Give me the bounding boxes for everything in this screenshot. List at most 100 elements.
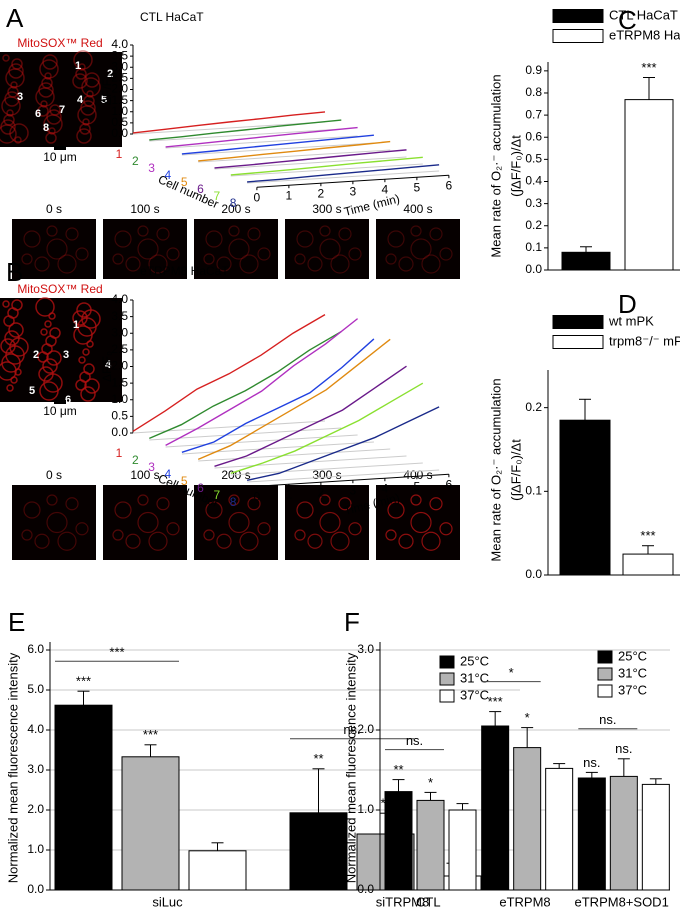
cell-signal bbox=[81, 309, 101, 329]
frame-signal bbox=[319, 238, 341, 260]
y-tick-label: 3.5 bbox=[111, 309, 128, 323]
cell-label: 8 bbox=[25, 422, 31, 434]
frame-signal bbox=[34, 256, 50, 272]
frame-signal bbox=[319, 225, 331, 237]
y-tick-label: 3.5 bbox=[111, 48, 128, 62]
floor-line bbox=[247, 469, 440, 483]
y-tick-label: 3.0 bbox=[111, 59, 128, 73]
frame-signal bbox=[410, 494, 422, 506]
frame-signal bbox=[429, 497, 443, 511]
bar bbox=[609, 775, 638, 891]
cell-signal bbox=[49, 104, 61, 116]
cell-signal bbox=[80, 100, 96, 116]
legend-label: 37°C bbox=[618, 682, 647, 697]
frame-signal bbox=[429, 227, 443, 241]
frame-signal bbox=[112, 529, 124, 541]
frame-signal bbox=[410, 238, 432, 260]
legend-label: CTL HaCaT bbox=[609, 7, 678, 22]
frame-signal bbox=[57, 254, 77, 274]
cell-signal bbox=[46, 109, 62, 125]
scale-bar bbox=[54, 400, 66, 404]
frame-signal bbox=[228, 494, 240, 506]
cell-signal bbox=[84, 72, 100, 88]
y-tick-label: 0.3 bbox=[525, 196, 542, 210]
y-tick-label: 0.0 bbox=[357, 882, 374, 896]
frame-label: 300 s bbox=[312, 202, 341, 216]
y-axis-label: Mean rate of O₂·⁻ accumulation bbox=[488, 74, 503, 257]
frame-label: 200 s bbox=[221, 202, 250, 216]
x-tick-label: 4 bbox=[382, 182, 389, 196]
frame bbox=[12, 219, 96, 279]
frame-signal bbox=[203, 529, 215, 541]
frame-signal bbox=[137, 511, 159, 534]
cell-signal bbox=[6, 384, 14, 392]
frame-signal bbox=[46, 511, 68, 534]
bar bbox=[384, 791, 413, 891]
cell-signal bbox=[8, 322, 24, 338]
cell-signal bbox=[44, 320, 52, 328]
trace bbox=[149, 119, 342, 141]
cell-signal bbox=[11, 58, 23, 70]
y-axis-label: Normalized mean fluorescence intensity bbox=[343, 652, 358, 883]
frame-signal bbox=[23, 501, 41, 519]
floor-line bbox=[230, 462, 423, 476]
frame-signal bbox=[307, 533, 323, 549]
cell-number: 6 bbox=[197, 182, 204, 196]
floor-line bbox=[132, 121, 326, 135]
y-tick-label: 3.0 bbox=[111, 325, 128, 339]
y-tick-label: 1.0 bbox=[111, 392, 128, 406]
legend-label: trpm8⁻/⁻ mPK bbox=[609, 333, 680, 348]
floor-line bbox=[247, 170, 440, 184]
frame bbox=[194, 219, 278, 279]
floor-line bbox=[198, 149, 391, 163]
frame-signal bbox=[348, 522, 362, 536]
cell-number: 7 bbox=[213, 488, 220, 502]
significance: *** bbox=[76, 674, 91, 689]
significance: ** bbox=[313, 751, 323, 766]
frame-signal bbox=[156, 497, 170, 511]
cell-label: 1 bbox=[73, 319, 79, 331]
cell-label: 1 bbox=[75, 60, 81, 72]
x-tick-label: eTRPM8+SOD1 bbox=[575, 894, 669, 909]
frame-signal bbox=[148, 254, 168, 274]
bar bbox=[577, 777, 606, 891]
panel-letter: D bbox=[618, 289, 637, 319]
bar bbox=[289, 812, 348, 891]
cell-label: 2 bbox=[33, 349, 39, 361]
cell-signal bbox=[81, 77, 101, 97]
legend-swatch bbox=[439, 655, 455, 669]
panel-letter: C bbox=[618, 5, 637, 35]
significance: * bbox=[525, 710, 530, 725]
cell-signal bbox=[76, 128, 92, 144]
x-tick-label: siTRPM8 bbox=[376, 894, 429, 909]
cell-label: 5 bbox=[101, 94, 107, 106]
bar bbox=[545, 767, 574, 891]
frame-signal bbox=[257, 522, 271, 536]
frame-signal bbox=[294, 253, 306, 265]
frame-signal bbox=[257, 247, 271, 261]
cell-signal bbox=[48, 312, 56, 320]
trace bbox=[132, 313, 326, 432]
y-axis-label: ΔF/F₀ bbox=[100, 351, 114, 382]
cell-label: 4 bbox=[77, 94, 84, 106]
trace bbox=[246, 406, 440, 482]
cell-number: 7 bbox=[213, 189, 220, 203]
cell-signal bbox=[38, 82, 54, 98]
floor-line bbox=[149, 427, 342, 441]
x-tick-label: eTRPM8 bbox=[499, 894, 550, 909]
trace bbox=[197, 338, 391, 460]
cell-signal bbox=[86, 340, 94, 348]
frame-label: 100 s bbox=[130, 468, 159, 482]
cell-label: 3 bbox=[17, 91, 23, 103]
y-tick-label: 0.0 bbox=[111, 126, 128, 140]
cell-label: 2 bbox=[107, 68, 113, 80]
cell-number: 8 bbox=[230, 495, 237, 509]
frame-signal bbox=[398, 533, 414, 549]
frame-signal bbox=[137, 494, 149, 506]
trace bbox=[181, 338, 375, 454]
y-tick-label: 2.5 bbox=[111, 71, 128, 85]
trace bbox=[149, 330, 342, 439]
cell-signal bbox=[2, 54, 10, 62]
cell-label: 7 bbox=[101, 420, 107, 432]
frame-signal bbox=[75, 522, 89, 536]
